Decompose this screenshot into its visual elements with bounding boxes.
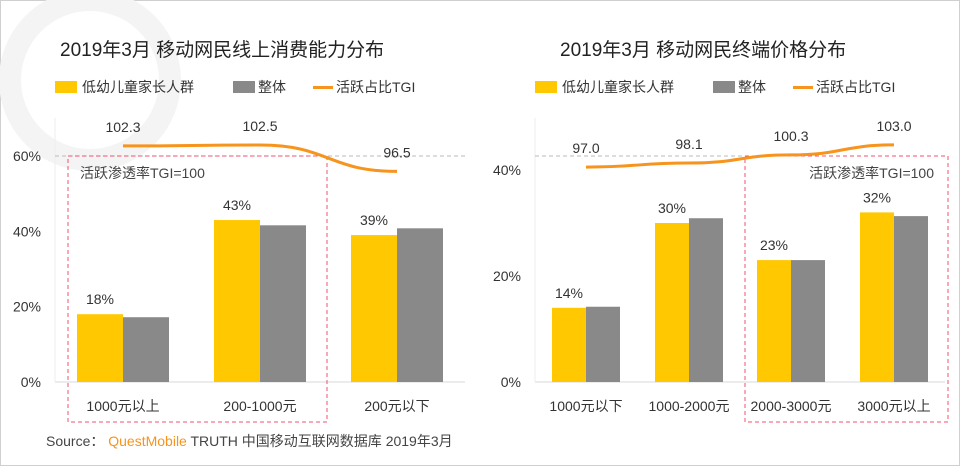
legend-swatch-overall [713,81,735,93]
legend-label: 低幼儿童家长人群 [82,79,194,95]
x-tick-label: 1000元以上 [86,398,159,414]
tgi-data-label: 102.5 [242,118,277,134]
tgi-data-label: 100.3 [773,128,808,144]
x-tick-label: 1000元以下 [549,398,622,414]
bar-child-parent [860,212,894,382]
legend-swatch-child-parent [535,81,557,93]
chart-title: 2019年3月 移动网民线上消费能力分布 [60,39,384,61]
bar-child-parent [214,220,260,382]
source-label: Source： [46,433,105,449]
legend-label: 活跃占比TGI [816,79,895,95]
bar-child-parent [77,314,123,382]
x-tick-label: 3000元以上 [857,398,930,414]
highlight-box [67,155,328,423]
y-tick-label: 0% [21,374,41,390]
reference-label: 活跃渗透率TGI=100 [809,165,934,181]
y-tick-label: 40% [493,162,521,178]
y-tick-label: 0% [501,374,521,390]
watermark-ring-icon [0,0,181,171]
bar-child-parent [351,235,397,382]
legend-label: 整体 [258,79,286,95]
tgi-data-label: 97.0 [572,140,599,156]
bar-child-parent [655,223,689,382]
bar-child-parent [552,307,586,382]
watermark-logo [0,0,181,171]
source-text: TRUTH 中国移动互联网数据库 2019年3月 [190,433,453,449]
y-tick-label: 20% [13,299,41,315]
bar-overall [123,317,169,382]
legend-swatch-child-parent [55,81,77,93]
bar-overall [586,306,620,382]
bar-child-parent [757,260,791,382]
tgi-data-label: 96.5 [383,144,410,160]
tgi-data-label: 103.0 [876,118,911,134]
legend-label: 低幼儿童家长人群 [562,79,674,95]
legend-swatch-tgi [313,86,333,89]
y-tick-label: 60% [13,148,41,164]
source-line: Source： QuestMobile TRUTH 中国移动互联网数据库 201… [46,431,453,451]
tgi-line [585,143,895,169]
bar-overall [791,260,825,382]
bar-data-label: 32% [863,189,891,205]
highlight-box [744,155,949,423]
bar-overall [397,228,443,382]
bar-overall [894,216,928,382]
legend-swatch-overall [233,81,255,93]
legend-swatch-tgi [793,86,813,89]
tgi-data-label: 98.1 [675,136,702,152]
bar-data-label: 30% [658,200,686,216]
tgi-line [122,143,398,173]
legend-label: 整体 [738,79,766,95]
y-tick-label: 40% [13,223,41,239]
x-tick-label: 2000-3000元 [751,398,832,414]
legend-label: 活跃占比TGI [336,79,415,95]
bar-data-label: 14% [555,285,583,301]
bar-data-label: 18% [86,291,114,307]
x-tick-label: 1000-2000元 [649,398,730,414]
x-tick-label: 200元以下 [364,398,429,414]
reference-label: 活跃渗透率TGI=100 [80,165,205,181]
bar-data-label: 23% [760,237,788,253]
y-tick-label: 20% [493,268,521,284]
bar-data-label: 39% [360,212,388,228]
source-brand: QuestMobile [108,433,187,449]
bar-data-label: 43% [223,197,251,213]
bar-overall [260,225,306,382]
tgi-data-label: 102.3 [105,119,140,135]
chart-title: 2019年3月 移动网民终端价格分布 [560,39,846,61]
bar-overall [689,218,723,382]
x-tick-label: 200-1000元 [223,398,296,414]
